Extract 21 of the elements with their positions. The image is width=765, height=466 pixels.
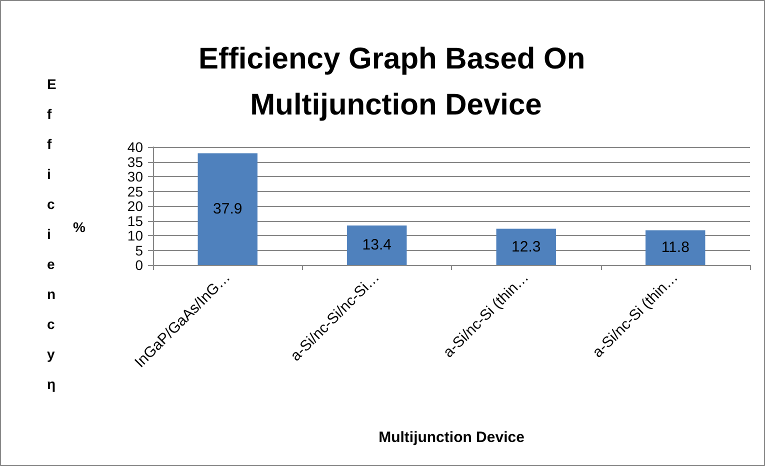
data-label: 37.9 xyxy=(213,200,242,218)
text: Efficiency η xyxy=(47,76,56,392)
y-tick-label: 10 xyxy=(127,228,144,244)
y-tick-label: 0 xyxy=(135,257,144,273)
bar xyxy=(646,230,706,265)
data-label: 12.3 xyxy=(512,238,541,256)
data-label: 13.4 xyxy=(362,236,392,254)
y-tick-label: 30 xyxy=(127,168,144,184)
bar xyxy=(198,153,258,265)
chart-title: Efficiency Graph Based On Multijunction Device xyxy=(198,42,594,122)
y-tick-label: 5 xyxy=(135,242,144,258)
text: % xyxy=(73,219,86,235)
bar xyxy=(496,228,556,265)
y-tick-label: 20 xyxy=(127,198,144,214)
y-tick-label: 15 xyxy=(127,212,144,229)
y-tick-label: 25 xyxy=(127,183,144,200)
y-tick-label: 35 xyxy=(127,154,144,170)
y-tick-label: 40 xyxy=(127,139,144,155)
x-axis-title: Multijunction Device xyxy=(378,429,524,446)
data-label: 11.8 xyxy=(661,239,690,256)
bar xyxy=(347,225,407,265)
